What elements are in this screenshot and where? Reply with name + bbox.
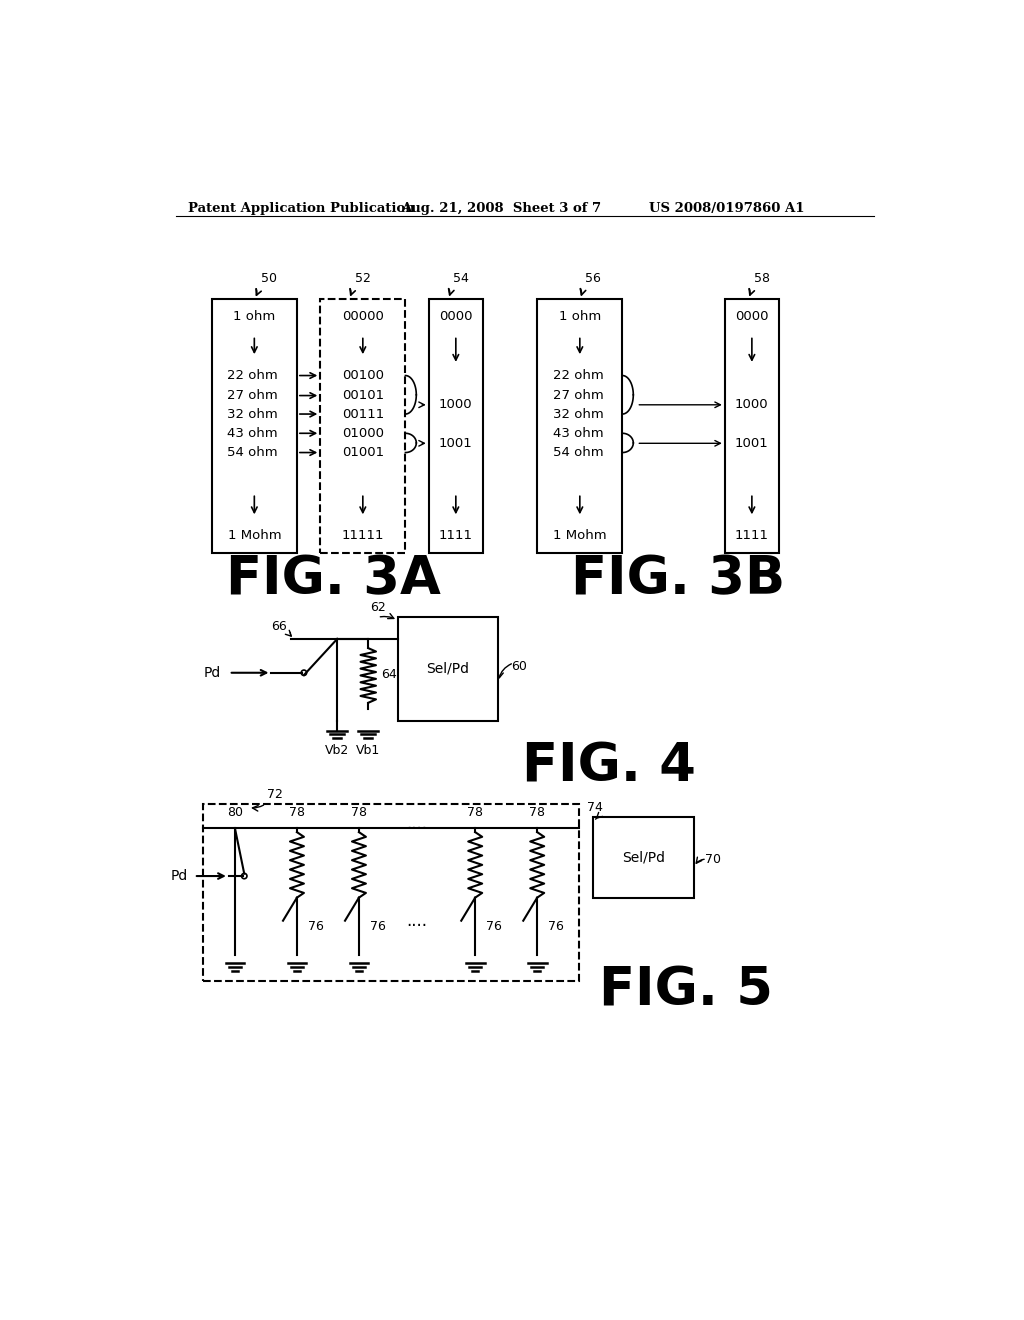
Text: 54 ohm: 54 ohm xyxy=(553,446,603,459)
Text: 1 Mohm: 1 Mohm xyxy=(227,529,282,543)
Text: ....: .... xyxy=(407,816,428,833)
Text: 1001: 1001 xyxy=(439,437,473,450)
Text: 1111: 1111 xyxy=(735,529,769,543)
Text: 32 ohm: 32 ohm xyxy=(227,408,279,421)
Text: Patent Application Publication: Patent Application Publication xyxy=(188,202,415,215)
Bar xyxy=(593,817,693,898)
Bar xyxy=(321,300,406,553)
Text: 60: 60 xyxy=(512,660,527,673)
Text: 43 ohm: 43 ohm xyxy=(227,426,279,440)
Text: 1001: 1001 xyxy=(735,437,769,450)
Text: Sel/Pd: Sel/Pd xyxy=(427,661,470,676)
Text: 76: 76 xyxy=(370,920,386,933)
Text: 74: 74 xyxy=(587,801,603,814)
Bar xyxy=(212,300,297,553)
Text: Vb2: Vb2 xyxy=(326,743,349,756)
Text: US 2008/0197860 A1: US 2008/0197860 A1 xyxy=(649,202,804,215)
Text: 72: 72 xyxy=(267,788,284,801)
Text: 27 ohm: 27 ohm xyxy=(227,389,279,403)
Text: 1 Mohm: 1 Mohm xyxy=(553,529,606,543)
Text: 78: 78 xyxy=(289,807,305,818)
Text: 1 ohm: 1 ohm xyxy=(559,310,601,323)
Text: 0000: 0000 xyxy=(439,310,472,323)
Text: 78: 78 xyxy=(467,807,483,818)
Text: 43 ohm: 43 ohm xyxy=(553,426,603,440)
Text: 27 ohm: 27 ohm xyxy=(553,389,604,403)
Text: FIG. 3A: FIG. 3A xyxy=(226,553,440,606)
Text: 1000: 1000 xyxy=(439,399,473,412)
Text: 70: 70 xyxy=(706,853,721,866)
Text: 0000: 0000 xyxy=(735,310,769,323)
Text: 22 ohm: 22 ohm xyxy=(553,370,604,381)
Text: 1000: 1000 xyxy=(735,399,769,412)
Text: 11111: 11111 xyxy=(342,529,384,543)
Text: 76: 76 xyxy=(486,920,502,933)
Text: 56: 56 xyxy=(586,272,601,285)
Text: Pd: Pd xyxy=(170,869,187,883)
Text: 32 ohm: 32 ohm xyxy=(553,408,604,421)
Bar xyxy=(203,804,579,981)
Text: 54 ohm: 54 ohm xyxy=(227,446,279,459)
Text: Pd: Pd xyxy=(204,665,221,680)
Text: ....: .... xyxy=(407,912,428,929)
Text: 76: 76 xyxy=(548,920,564,933)
Text: 76: 76 xyxy=(308,920,324,933)
Text: Sel/Pd: Sel/Pd xyxy=(622,850,665,865)
Text: 01000: 01000 xyxy=(342,426,384,440)
Bar xyxy=(725,300,779,553)
Text: 54: 54 xyxy=(454,272,469,285)
Text: FIG. 3B: FIG. 3B xyxy=(571,553,785,606)
Text: 80: 80 xyxy=(227,807,243,818)
Bar xyxy=(538,300,623,553)
Text: FIG. 5: FIG. 5 xyxy=(599,964,773,1016)
Text: Aug. 21, 2008  Sheet 3 of 7: Aug. 21, 2008 Sheet 3 of 7 xyxy=(400,202,601,215)
Text: 01001: 01001 xyxy=(342,446,384,459)
Text: 62: 62 xyxy=(370,601,386,614)
Text: 66: 66 xyxy=(271,620,287,634)
Text: 64: 64 xyxy=(381,668,397,681)
Text: 1111: 1111 xyxy=(439,529,473,543)
Text: 1 ohm: 1 ohm xyxy=(233,310,275,323)
Text: 00101: 00101 xyxy=(342,389,384,403)
Text: 00100: 00100 xyxy=(342,370,384,381)
Text: 00000: 00000 xyxy=(342,310,384,323)
Text: 22 ohm: 22 ohm xyxy=(227,370,279,381)
Text: 58: 58 xyxy=(755,272,770,285)
Text: 78: 78 xyxy=(351,807,367,818)
Text: Vb1: Vb1 xyxy=(356,743,380,756)
Text: 78: 78 xyxy=(529,807,545,818)
Text: 00111: 00111 xyxy=(342,408,384,421)
Bar xyxy=(397,618,499,721)
Bar xyxy=(429,300,483,553)
Text: 52: 52 xyxy=(355,272,371,285)
Text: 50: 50 xyxy=(261,272,278,285)
Text: FIG. 4: FIG. 4 xyxy=(521,741,695,793)
